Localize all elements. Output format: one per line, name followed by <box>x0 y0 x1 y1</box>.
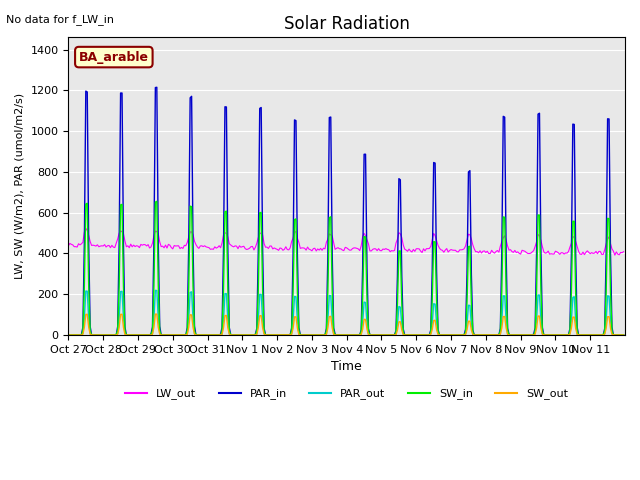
LW_out <box>611 252 619 258</box>
LW_out <box>618 250 626 255</box>
PAR_in <box>617 332 625 338</box>
LW_out <box>82 225 90 231</box>
PAR_out <box>351 332 359 338</box>
SW_in <box>100 332 108 338</box>
SW_in <box>461 330 469 336</box>
Line: PAR_in: PAR_in <box>68 87 623 335</box>
PAR_in <box>153 84 161 90</box>
Line: PAR_out: PAR_out <box>68 290 623 335</box>
SW_out <box>83 312 91 317</box>
PAR_out <box>617 332 625 338</box>
PAR_out <box>65 332 72 338</box>
SW_in <box>617 332 625 338</box>
Text: No data for f_LW_in: No data for f_LW_in <box>6 14 115 25</box>
LW_out <box>351 245 359 251</box>
PAR_in <box>100 332 108 338</box>
LW_out <box>461 243 469 249</box>
SW_out <box>620 332 627 338</box>
LW_out <box>620 249 627 254</box>
PAR_out <box>461 331 469 337</box>
PAR_out <box>152 288 159 293</box>
SW_out <box>65 332 72 338</box>
SW_in <box>545 332 552 338</box>
SW_out <box>545 332 552 338</box>
SW_in <box>351 332 359 338</box>
PAR_in <box>65 332 72 338</box>
Text: BA_arable: BA_arable <box>79 50 149 63</box>
SW_out <box>152 311 159 317</box>
Line: SW_in: SW_in <box>68 201 623 335</box>
Line: LW_out: LW_out <box>68 228 623 255</box>
PAR_out <box>100 332 108 338</box>
SW_out <box>351 332 359 338</box>
PAR_out <box>545 332 552 338</box>
PAR_in <box>83 89 91 95</box>
SW_in <box>83 200 91 206</box>
PAR_in <box>620 332 627 338</box>
X-axis label: Time: Time <box>332 360 362 373</box>
Line: SW_out: SW_out <box>68 314 623 335</box>
PAR_out <box>83 288 91 294</box>
Title: Solar Radiation: Solar Radiation <box>284 15 410 33</box>
SW_in <box>620 332 627 338</box>
PAR_in <box>461 326 469 332</box>
LW_out <box>102 244 110 250</box>
SW_out <box>617 332 625 338</box>
Y-axis label: LW, SW (W/m2), PAR (umol/m2/s): LW, SW (W/m2), PAR (umol/m2/s) <box>15 93 25 279</box>
Legend: LW_out, PAR_in, PAR_out, SW_in, SW_out: LW_out, PAR_in, PAR_out, SW_in, SW_out <box>121 384 573 404</box>
PAR_in <box>351 332 359 338</box>
PAR_in <box>545 332 552 338</box>
SW_in <box>153 198 161 204</box>
PAR_out <box>620 332 627 338</box>
SW_out <box>100 332 108 338</box>
SW_out <box>461 332 469 337</box>
LW_out <box>85 232 93 238</box>
LW_out <box>65 243 72 249</box>
LW_out <box>545 248 552 254</box>
SW_in <box>65 332 72 338</box>
